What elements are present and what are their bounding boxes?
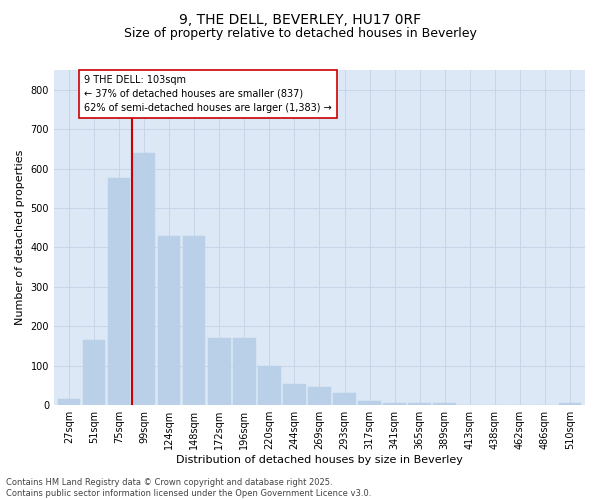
Bar: [333, 394, 356, 405]
Bar: [383, 403, 406, 405]
Bar: [83, 340, 105, 405]
Text: 9, THE DELL, BEVERLEY, HU17 0RF: 9, THE DELL, BEVERLEY, HU17 0RF: [179, 12, 421, 26]
Bar: [133, 153, 155, 405]
Bar: [158, 236, 181, 405]
X-axis label: Distribution of detached houses by size in Beverley: Distribution of detached houses by size …: [176, 455, 463, 465]
Bar: [258, 366, 281, 405]
Text: Size of property relative to detached houses in Beverley: Size of property relative to detached ho…: [124, 28, 476, 40]
Bar: [183, 236, 205, 405]
Bar: [108, 178, 130, 405]
Bar: [358, 402, 381, 405]
Y-axis label: Number of detached properties: Number of detached properties: [15, 150, 25, 326]
Bar: [409, 403, 431, 405]
Bar: [433, 403, 456, 405]
Bar: [58, 400, 80, 405]
Bar: [208, 338, 230, 405]
Text: Contains HM Land Registry data © Crown copyright and database right 2025.
Contai: Contains HM Land Registry data © Crown c…: [6, 478, 371, 498]
Bar: [233, 338, 256, 405]
Bar: [559, 403, 581, 405]
Bar: [308, 388, 331, 405]
Bar: [283, 384, 305, 405]
Text: 9 THE DELL: 103sqm
← 37% of detached houses are smaller (837)
62% of semi-detach: 9 THE DELL: 103sqm ← 37% of detached hou…: [84, 74, 332, 112]
